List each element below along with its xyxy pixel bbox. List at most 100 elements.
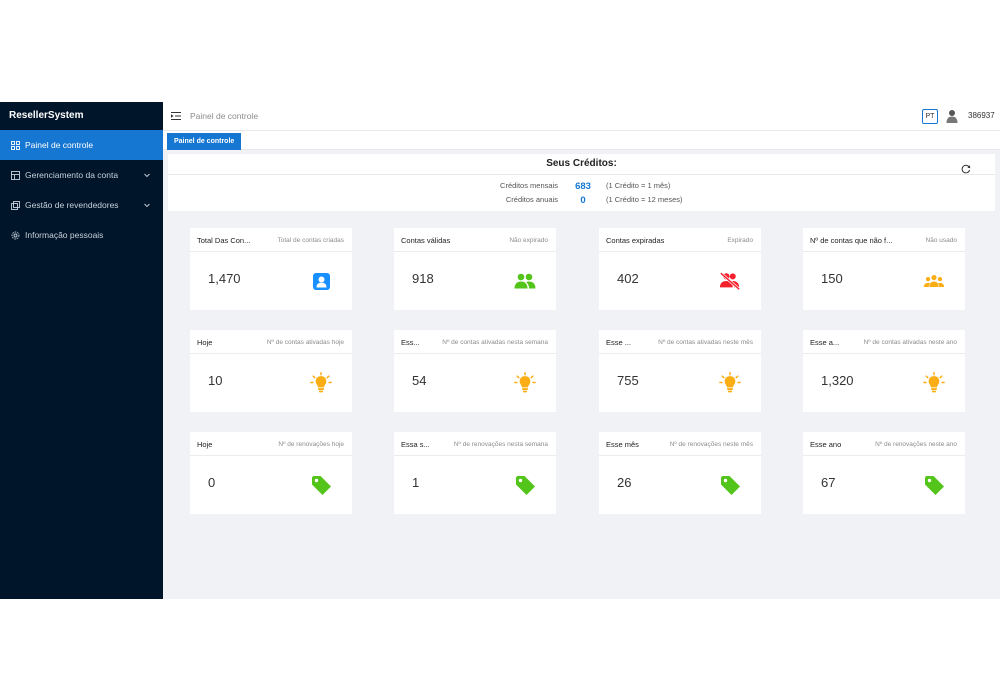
card-header: Esse ano Nº de renovações neste ano [803,432,965,456]
table-icon [10,170,20,180]
card-value: 67 [821,475,836,490]
card-value: 10 [208,373,223,388]
refresh-icon[interactable] [961,164,971,174]
gear-icon [10,230,20,240]
card-title: Essa s... [401,440,430,449]
card-subtitle: Nº de renovações neste mês [669,441,753,448]
top-header: Painel de controle PT 386937 [163,102,1000,130]
card-title: Contas expiradas [606,236,665,245]
card-header: Contas expiradas Expirado [599,228,761,252]
user-off-icon [719,270,741,292]
card-value: 150 [821,271,843,286]
credits-title: Seus Créditos: [546,158,617,169]
card-title: Hoje [197,338,213,347]
card-subtitle: Expirado [727,237,753,244]
card-title: Nº de contas que não f... [810,236,893,245]
card-header: Esse mês Nº de renovações neste mês [599,432,761,456]
sidebar-item-reseller-management[interactable]: Gestão de revendedores [0,190,163,220]
stat-card: Ess... Nº de contas ativadas nesta seman… [394,330,556,412]
stat-card: Hoje Nº de contas ativadas hoje 10 [190,330,352,412]
card-title: Esse a... [810,338,840,347]
app-frame: ResellerSystem Painel de controle Gerenc… [0,102,1000,599]
card-value: 26 [617,475,632,490]
card-header: Hoje Nº de contas ativadas hoje [190,330,352,354]
stat-card: Contas expiradas Expirado 402 [599,228,761,310]
tag-icon [923,474,945,496]
sidebar-item-label: Informação pessoais [25,230,104,240]
card-value: 1,470 [208,271,241,286]
stat-card: Contas válidas Não expirado 918 [394,228,556,310]
credits-note: (1 Crédito = 1 mês) [606,181,671,190]
stat-card: Nº de contas que não f... Não usado 150 [803,228,965,310]
group-icon [923,270,945,292]
menu-fold-icon[interactable] [171,111,181,121]
card-value: 755 [617,373,639,388]
card-value: 1 [412,475,420,490]
stat-card: Total Das Con... Total de contas criadas… [190,228,352,310]
credits-note: (1 Crédito = 12 meses) [606,195,683,204]
credits-value: 683 [575,181,591,192]
card-title: Hoje [197,440,213,449]
card-header: Nº de contas que não f... Não usado [803,228,965,252]
card-header: Esse ... Nº de contas ativadas neste mês [599,330,761,354]
card-header: Contas válidas Não expirado [394,228,556,252]
card-header: Esse a... Nº de contas ativadas neste an… [803,330,965,354]
bulb-icon [514,372,536,394]
credits-panel: Seus Créditos: Créditos mensais 683 (1 C… [168,154,995,211]
sidebar-item-label: Gerenciamento da conta [25,170,119,180]
card-subtitle: Nº de renovações hoje [278,441,344,448]
tag-icon [310,474,332,496]
avatar[interactable] [946,109,958,123]
card-value: 0 [208,475,216,490]
tab-dashboard[interactable]: Painel de controle [167,133,242,150]
bulb-icon [719,372,741,394]
user-icon [310,270,332,292]
chevron-down-icon[interactable] [143,171,151,179]
tag-icon [719,474,741,496]
credits-monthly-row: Créditos mensais 683 (1 Crédito = 1 mês) [168,181,995,193]
tabs-bar: Painel de controle [163,130,1000,150]
credits-label: Créditos anuais [505,195,558,204]
credits-value: 0 [580,195,586,206]
stat-card: Esse ... Nº de contas ativadas neste mês… [599,330,761,412]
sidebar-item-account-management[interactable]: Gerenciamento da conta [0,160,163,190]
team-icon [514,270,536,292]
sidebar-item-personal-info[interactable]: Informação pessoais [0,220,163,250]
breadcrumb: Painel de controle [190,111,259,121]
card-header: Ess... Nº de contas ativadas nesta seman… [394,330,556,354]
card-title: Contas válidas [401,236,451,245]
stat-card: Esse a... Nº de contas ativadas neste an… [803,330,965,412]
card-value: 402 [617,271,639,286]
sidebar-item-dashboard[interactable]: Painel de controle [0,130,163,160]
language-selector[interactable]: PT [922,109,938,124]
username[interactable]: 386937 [968,111,995,120]
sidebar-item-label: Gestão de revendedores [25,200,119,210]
card-subtitle: Nº de renovações neste ano [875,441,957,448]
card-header: Total Das Con... Total de contas criadas [190,228,352,252]
card-title: Esse ... [606,338,632,347]
card-header: Hoje Nº de renovações hoje [190,432,352,456]
credits-yearly-row: Créditos anuais 0 (1 Crédito = 12 meses) [168,195,995,207]
card-subtitle: Nº de contas ativadas neste ano [863,339,957,346]
card-value: 1,320 [821,373,854,388]
sidebar-item-label: Painel de controle [25,140,94,150]
copy-icon [10,200,20,210]
card-title: Ess... [401,338,420,347]
card-value: 54 [412,373,427,388]
card-header: Essa s... Nº de renovações nesta semana [394,432,556,456]
credits-label: Créditos mensais [500,181,558,190]
card-subtitle: Nº de contas ativadas nesta semana [442,339,548,346]
dashboard-icon [10,140,20,150]
stat-card: Essa s... Nº de renovações nesta semana … [394,432,556,514]
card-title: Esse mês [606,440,639,449]
card-title: Total Das Con... [197,236,251,245]
divider [168,174,995,175]
chevron-down-icon[interactable] [143,201,151,209]
bulb-icon [310,372,332,394]
card-subtitle: Nº de contas ativadas neste mês [658,339,753,346]
brand-logo[interactable]: ResellerSystem [9,110,84,121]
card-subtitle: Nº de renovações nesta semana [453,441,548,448]
card-subtitle: Total de contas criadas [277,237,344,244]
stat-card: Hoje Nº de renovações hoje 0 [190,432,352,514]
stat-card: Esse ano Nº de renovações neste ano 67 [803,432,965,514]
